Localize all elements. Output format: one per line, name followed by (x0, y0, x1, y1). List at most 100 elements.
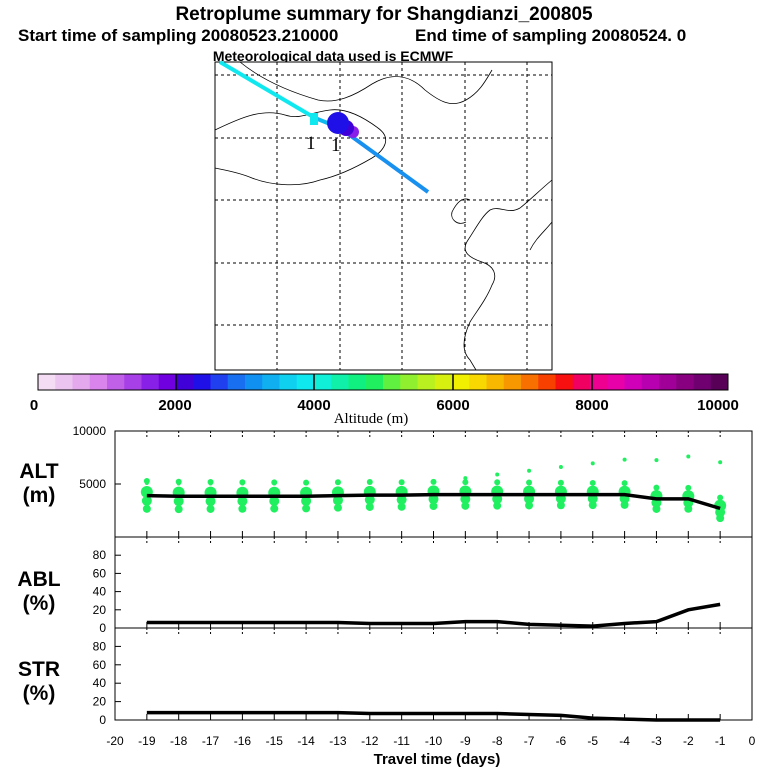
colorbar-tick-label: 8000 (575, 397, 608, 414)
altitude-scatter-point (270, 504, 279, 513)
x-tick-label: -11 (393, 734, 410, 748)
altitude-scatter-point (590, 461, 595, 466)
colorbar-cell (314, 374, 332, 390)
colorbar-cell (176, 374, 194, 390)
map-borders (214, 61, 553, 371)
altitude-scatter-point (237, 496, 248, 507)
series-line-str (146, 710, 721, 722)
x-axis-label: Travel time (days) (374, 751, 501, 768)
altitude-scatter-point (654, 458, 659, 463)
panel-abl: 0 20 40 60 80 ABL(%) (17, 536, 753, 635)
colorbar-cell (72, 374, 91, 390)
colorbar-cell (141, 374, 160, 390)
altitude-scatter-point (589, 479, 596, 486)
x-axis: -20 -19 -18 -17 -16 -15 -14 -13 -12 -11 -10 -9 -8 -7-… (106, 734, 755, 768)
x-tick-label: -8 (492, 734, 503, 748)
x-tick-label: -7 (524, 734, 535, 748)
altitude-scatter-point (557, 479, 564, 486)
colorbar-cell (452, 374, 470, 390)
altitude-scatter-point (495, 472, 500, 477)
altitude-scatter-point (272, 481, 277, 486)
colorbar-tick-label: 6000 (436, 397, 469, 414)
altitude-scatter-point (206, 504, 215, 513)
x-tick-label: -18 (170, 734, 188, 748)
colorbar-cell (365, 374, 384, 390)
colorbar-cell (590, 374, 608, 390)
plume-track-blue (338, 126, 430, 194)
plume-cluster-1 (310, 113, 318, 125)
x-tick-label: -17 (202, 734, 220, 748)
altitude-scatter-point (205, 496, 216, 507)
x-tick-label: -9 (460, 734, 471, 748)
altitude-scatter-point (333, 503, 342, 512)
x-tick-label: -15 (266, 734, 284, 748)
y-tick-label: 10000 (73, 424, 107, 438)
x-tick-label: -19 (138, 734, 156, 748)
colorbar-cell (624, 374, 643, 390)
altitude-scatter-point (301, 495, 312, 506)
colorbar-cell (434, 374, 453, 390)
plume-track-cyan (218, 60, 317, 120)
altitude-scatter-point (461, 501, 470, 510)
y-axis-label: STR (18, 658, 60, 681)
colorbar: 0 2000 4000 6000 8000 10000 Altitude (m) (30, 373, 739, 427)
x-tick-label: -14 (297, 734, 315, 748)
altitude-scatter-point (527, 468, 532, 473)
altitude-scatter-point (399, 480, 404, 485)
y-axis-unit: (%) (23, 682, 56, 705)
colorbar-cell (555, 374, 574, 390)
colorbar-frame (37, 373, 729, 391)
altitude-scatter-point (367, 480, 372, 485)
colorbar-cell (400, 374, 418, 390)
altitude-scatter-point (718, 460, 723, 465)
x-tick-label: -1 (715, 734, 726, 748)
colorbar-cell (607, 374, 625, 390)
x-tick-label: 0 (749, 734, 756, 748)
map-panel: 1 1 (214, 60, 553, 371)
colorbar-cell (55, 374, 73, 390)
colorbar-cell (296, 374, 315, 390)
x-tick-label: -16 (234, 734, 252, 748)
colorbar-cells (38, 374, 729, 390)
colorbar-cell (693, 374, 712, 390)
altitude-scatter-point (717, 494, 724, 501)
colorbar-cell (710, 374, 729, 390)
altitude-scatter-point (494, 479, 501, 486)
x-tick-label: -3 (651, 734, 662, 748)
altitude-scatter-point (142, 504, 151, 513)
colorbar-tick-label: 0 (30, 397, 38, 414)
colorbar-cell (279, 374, 298, 390)
altitude-scatter-point (332, 495, 343, 506)
y-axis-label: ALT (19, 460, 58, 483)
colorbar-cell (124, 374, 142, 390)
y-tick-label: 0 (99, 713, 106, 727)
altitude-scatter-point (621, 480, 628, 487)
y-tick-label: 80 (93, 548, 107, 562)
altitude-scatter-point (304, 481, 309, 486)
altitude-scatter-point (335, 480, 340, 485)
colorbar-cell (469, 374, 487, 390)
colorbar-cell (676, 374, 694, 390)
colorbar-cell (348, 374, 367, 390)
y-tick-label: 60 (93, 658, 107, 672)
colorbar-cell (158, 374, 177, 390)
sampling-end: End time of sampling 20080524. 0 (415, 26, 686, 45)
y-axis-unit: (m) (23, 484, 56, 507)
colorbar-cell (89, 374, 108, 390)
x-tick-label: -4 (619, 734, 630, 748)
y-tick-label: 60 (93, 566, 107, 580)
x-tick-label: -13 (329, 734, 347, 748)
altitude-scatter-point (685, 484, 692, 491)
colorbar-title: Altitude (m) (334, 411, 409, 427)
map-frame (214, 61, 553, 371)
x-tick-label: -2 (683, 734, 694, 748)
altitude-scatter-point (397, 502, 406, 511)
x-tick-label: -6 (556, 734, 567, 748)
map-gridlines (215, 62, 552, 370)
altitude-scatter-point (174, 505, 183, 514)
altitude-scatter-point (431, 479, 436, 484)
colorbar-cell (417, 374, 436, 390)
altitude-scatter-point (462, 479, 469, 486)
panel-str: 0 20 40 60 80 STR(%) (18, 627, 753, 727)
altitude-scatter-point (141, 495, 152, 506)
